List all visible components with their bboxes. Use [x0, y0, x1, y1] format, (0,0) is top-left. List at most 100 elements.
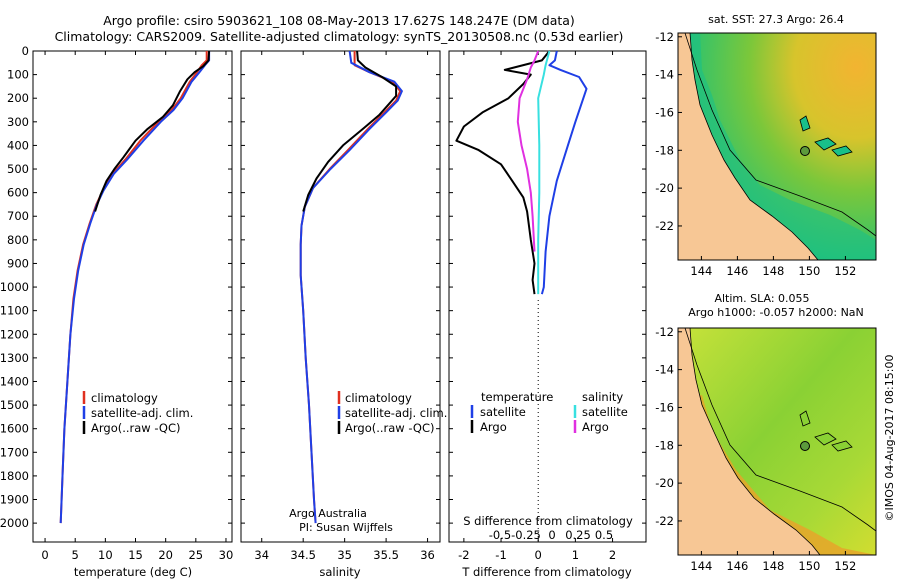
y-tick-label: 1800 — [0, 469, 29, 483]
legend-t-argo-label: Argo — [480, 420, 507, 434]
map-x-tick-label: 146 — [726, 264, 748, 278]
sla-map-ticks: 144 146 148 150 152 -12 -14 -16 -18 -20 -22 — [655, 325, 856, 573]
x-tick-label: 35.5 — [373, 548, 399, 562]
y-tick-label: 500 — [7, 162, 29, 176]
temperature-legend: climatology satellite-adj. clim. Argo(..… — [82, 391, 193, 435]
series-line-s-satellite — [537, 50, 551, 295]
x-tick-label: -2 — [458, 548, 469, 562]
y-tick-label: 1500 — [0, 398, 29, 412]
sst-map-frame — [677, 32, 877, 261]
y-tick-label: 100 — [7, 68, 29, 82]
y-tick-label: 1100 — [0, 304, 29, 318]
y-tick-label: 300 — [7, 115, 29, 129]
map-x-tick-label: 152 — [834, 559, 856, 573]
series-line-argo-raw-qc- — [94, 50, 211, 212]
sst-land — [678, 33, 819, 260]
x-tick-label: 1 — [572, 548, 579, 562]
legend-t-satellite-label: satellite — [480, 405, 526, 419]
sst-map — [678, 33, 876, 260]
series-line-argo-raw-qc- — [302, 50, 398, 212]
map-y-tick-label: -16 — [655, 105, 674, 119]
sla-land — [678, 328, 821, 555]
sla-isobath — [684, 328, 876, 532]
map-x-tick-label: 144 — [690, 264, 712, 278]
x-tick-label: 0 — [535, 548, 542, 562]
y-tick-label: 200 — [7, 91, 29, 105]
map-x-tick-label: 150 — [798, 559, 820, 573]
sst-isobath — [684, 33, 876, 237]
legend-satellite-label: satellite-adj. clim. — [345, 406, 447, 420]
x-tick-label: 15 — [128, 548, 143, 562]
temperature-axes — [32, 50, 233, 543]
sla-map-frame — [677, 327, 877, 556]
legend-argo-label: Argo(..raw -QC) — [91, 421, 181, 435]
x-tick-label: 0 — [41, 548, 48, 562]
map-y-tick-label: -12 — [655, 30, 674, 44]
s-tick-label: 0.25 — [565, 528, 591, 542]
map-y-tick-label: -12 — [655, 325, 674, 339]
salinity-x-label: salinity — [319, 565, 360, 579]
pi-annotation: PI: Susan Wijffels — [299, 521, 393, 534]
temperature-plot: 0 5 10 15 20 25 300100200300400500600700800900… — [0, 44, 233, 562]
y-tick-label: 1200 — [0, 327, 29, 341]
y-tick-label: 900 — [7, 256, 29, 270]
sst-reef-3 — [831, 145, 853, 157]
s-tick-label: 0.5 — [595, 528, 613, 542]
x-tick-label: 10 — [98, 548, 113, 562]
legend-temperature-heading: temperature — [481, 390, 553, 404]
y-tick-label: 600 — [7, 186, 29, 200]
y-tick-label: 1600 — [0, 422, 29, 436]
map-y-tick-label: -14 — [655, 68, 674, 82]
map-x-tick-label: 144 — [690, 559, 712, 573]
legend-argo-label: Argo(..raw -QC) — [345, 421, 435, 435]
y-tick-label: 1000 — [0, 280, 29, 294]
x-tick-label: -1 — [495, 548, 506, 562]
map-y-tick-label: -22 — [655, 514, 674, 528]
series-line-t-satellite — [540, 50, 588, 295]
sla-map-title-2: Argo h1000: -0.057 h2000: NaN — [688, 306, 864, 319]
sla-map-title-1: Altim. SLA: 0.055 — [714, 292, 809, 305]
x-tick-label: 2 — [609, 548, 616, 562]
y-tick-label: 1900 — [0, 493, 29, 507]
x-tick-label: 34 — [254, 548, 269, 562]
sst-map-ticks: 144 146 148 150 152 -12 -14 -16 -18 -20 -22 — [655, 30, 856, 278]
t-difference-x-label: T difference from climatology — [461, 565, 632, 579]
sst-reef-1 — [799, 115, 811, 132]
legend-climatology-label: climatology — [345, 391, 412, 405]
salinity-legend: climatology satellite-adj. clim. Argo(..… — [337, 391, 447, 435]
x-tick-label: 35 — [337, 548, 352, 562]
map-y-tick-label: -22 — [655, 219, 674, 233]
sla-reef-1 — [799, 410, 811, 427]
y-tick-label: 1700 — [0, 445, 29, 459]
s-tick-label: -0.5 — [489, 528, 511, 542]
y-tick-label: 2000 — [0, 516, 29, 530]
x-tick-label: 36 — [420, 548, 435, 562]
salinity-axes — [240, 50, 441, 543]
y-tick-label: 700 — [7, 209, 29, 223]
map-x-tick-label: 146 — [726, 559, 748, 573]
y-tick-label: 0 — [22, 44, 29, 58]
sla-argo-marker — [800, 441, 810, 451]
series-line-t-argo — [455, 50, 551, 295]
title-line-2: Climatology: CARS2009. Satellite-adjuste… — [55, 29, 624, 44]
map-y-tick-label: -18 — [655, 143, 674, 157]
legend-salinity-heading: salinity — [582, 390, 623, 404]
legend-climatology-label: climatology — [91, 391, 158, 405]
series-line-satellite-adj-clim- — [299, 50, 403, 524]
s-difference-x-label: S difference from climatology — [463, 514, 633, 528]
sst-argo-marker — [800, 146, 810, 156]
sla-reef-3 — [831, 440, 853, 452]
x-tick-label: 5 — [72, 548, 79, 562]
difference-plot: -2 -1 0 1 2 -0.5 -0.25 0 0.25 0.5 — [449, 50, 646, 562]
y-tick-label: 800 — [7, 233, 29, 247]
sst-reef-2 — [814, 137, 837, 151]
x-tick-label: 30 — [219, 548, 234, 562]
argo-australia-annotation: Argo Australia — [289, 507, 367, 520]
map-x-tick-label: 152 — [834, 264, 856, 278]
map-x-tick-label: 150 — [798, 264, 820, 278]
y-tick-label: 1400 — [0, 374, 29, 388]
difference-legend: temperature salinity satellite Argo sate… — [470, 390, 628, 434]
map-y-tick-label: -14 — [655, 363, 674, 377]
map-x-tick-label: 148 — [762, 559, 784, 573]
